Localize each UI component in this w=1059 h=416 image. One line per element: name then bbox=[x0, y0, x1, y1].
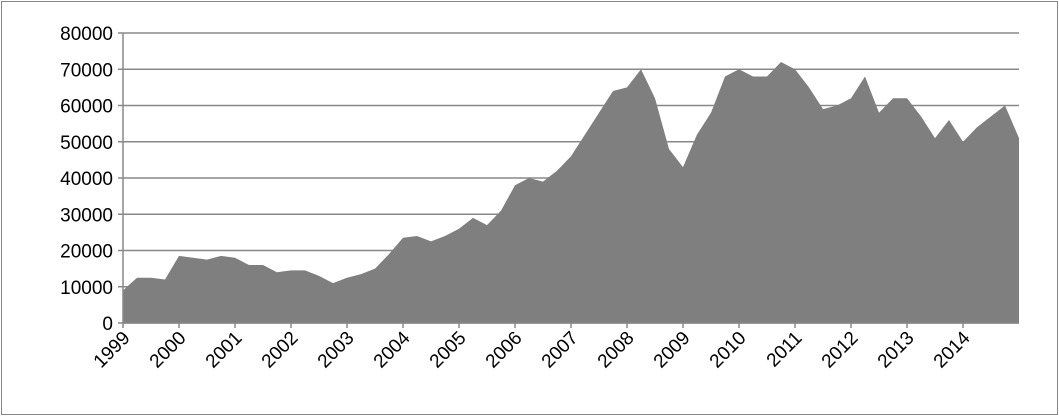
y-tick-label: 0 bbox=[102, 314, 113, 335]
y-tick-label: 30000 bbox=[60, 205, 113, 226]
y-tick-label: 80000 bbox=[60, 24, 113, 45]
y-tick-label: 20000 bbox=[60, 242, 113, 263]
y-tick-label: 50000 bbox=[60, 133, 113, 154]
y-tick-label: 60000 bbox=[60, 97, 113, 118]
y-tick-label: 10000 bbox=[60, 278, 113, 299]
y-tick-label: 40000 bbox=[60, 169, 113, 190]
y-tick-label: 70000 bbox=[60, 60, 113, 81]
area bbox=[123, 62, 1019, 323]
